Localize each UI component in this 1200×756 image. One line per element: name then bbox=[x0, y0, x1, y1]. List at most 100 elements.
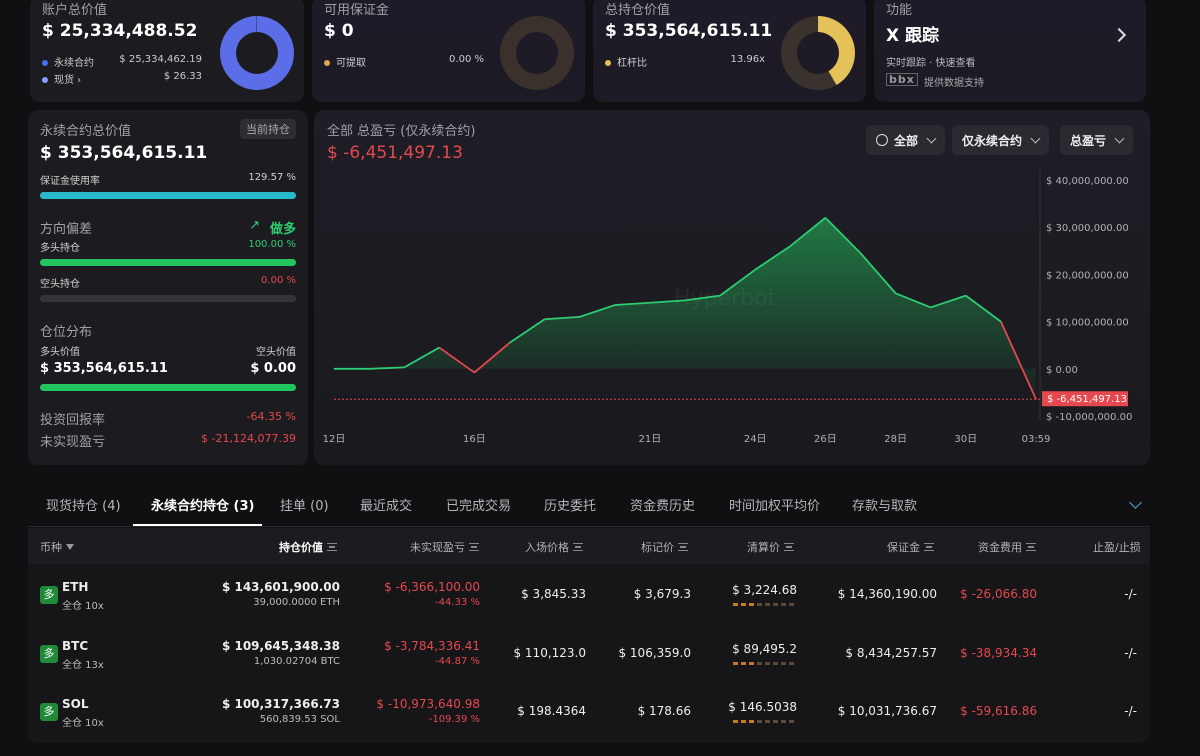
pnl-line-segment bbox=[824, 217, 862, 254]
pnl-line-segment bbox=[930, 294, 967, 309]
col-funding[interactable]: 资金费用 bbox=[978, 539, 1036, 555]
pnl-line-segment bbox=[438, 346, 475, 374]
y-tick-label: $ 0.00 bbox=[1046, 365, 1078, 376]
col-coin[interactable]: 币种 bbox=[40, 539, 74, 555]
tab-funding-history[interactable]: 资金费历史 bbox=[630, 499, 696, 514]
direction-bias-label: 方向偏差 bbox=[40, 222, 93, 237]
pnl-line-segment bbox=[1000, 321, 1037, 400]
sort-icon bbox=[924, 543, 934, 551]
margin-mode: 全仓 10x bbox=[62, 601, 104, 612]
account-value: $ 25,334,488.52 bbox=[42, 21, 198, 41]
position-qty: 1,030.02704 BTC bbox=[253, 656, 340, 667]
unrealized-pnl-label: 未实现盈亏 bbox=[40, 435, 106, 450]
contract-filter-dropdown[interactable]: 仅永续合约 bbox=[952, 125, 1050, 155]
tab-perp-holdings[interactable]: 永续合约持仓 (3) bbox=[151, 499, 255, 514]
positions-table bbox=[28, 528, 1150, 743]
tab-deposits-withdrawals[interactable]: 存款与取款 bbox=[852, 499, 918, 514]
long-position-value: 100.00 % bbox=[248, 239, 296, 250]
margin-usage-label: 保证金使用率 bbox=[40, 176, 100, 187]
account-value-card: 账户总价值 $ 25,334,488.52 永续合约 $ 25,334,462.… bbox=[30, 0, 304, 102]
perp-total-label: 永续合约总价值 bbox=[40, 124, 132, 139]
tab-open-orders[interactable]: 挂单 (0) bbox=[280, 499, 329, 514]
account-donut-chart bbox=[220, 16, 294, 90]
perp-total-value: $ 353,564,615.11 bbox=[40, 143, 208, 163]
sort-icon bbox=[327, 543, 337, 551]
current-position-badge[interactable]: 当前持仓 bbox=[240, 119, 296, 139]
tab-twap[interactable]: 时间加权平均价 bbox=[729, 499, 821, 514]
y-tick-label: $ 40,000,000.00 bbox=[1046, 176, 1129, 187]
col-unrealized-pnl[interactable]: 未实现盈亏 bbox=[410, 539, 479, 555]
x-tracking-card[interactable]: 功能 X 跟踪 实时跟踪 · 快速查看 bbx 提供数据支持 bbox=[874, 0, 1146, 102]
short-value: $ 0.00 bbox=[250, 361, 296, 376]
coin-symbol[interactable]: ETH bbox=[62, 580, 89, 594]
unrealized-pnl-value: $ -21,124,077.39 bbox=[201, 432, 296, 445]
sort-icon bbox=[1026, 543, 1036, 551]
tab-completed-trades[interactable]: 已完成交易 bbox=[446, 499, 512, 514]
col-mark-price[interactable]: 标记价 bbox=[641, 539, 688, 555]
margin-usage-value: 129.57 % bbox=[248, 172, 296, 183]
pnl-point bbox=[544, 318, 546, 320]
pnl-point bbox=[965, 295, 967, 297]
col-margin[interactable]: 保证金 bbox=[887, 539, 934, 555]
pnl-area-chart: Hyperbot $ 40,000,000.00$ 30,000,000.00$… bbox=[323, 170, 1132, 445]
tab-order-history[interactable]: 历史委托 bbox=[544, 499, 597, 514]
feature-label: 功能 bbox=[886, 3, 913, 18]
distribution-bar bbox=[40, 384, 296, 391]
liquidation-price: $ 3,224.68 bbox=[732, 583, 797, 597]
col-liq-price[interactable]: 清算价 bbox=[747, 539, 794, 555]
tpsl-value[interactable]: -/- bbox=[1124, 704, 1137, 718]
position-distribution-label: 仓位分布 bbox=[40, 325, 93, 340]
tpsl-value[interactable]: -/- bbox=[1124, 587, 1137, 601]
chevron-right-icon[interactable] bbox=[1111, 27, 1127, 43]
margin-amount: $ 10,031,736.67 bbox=[837, 704, 937, 718]
long-value-label: 多头价值 bbox=[40, 347, 80, 358]
tab-recent-trades[interactable]: 最近成交 bbox=[360, 499, 413, 514]
pnl-point bbox=[333, 368, 335, 370]
pnl-line-segment bbox=[579, 304, 616, 318]
available-margin-label: 可用保证金 bbox=[324, 3, 390, 18]
provider-text: 提供数据支持 bbox=[924, 78, 984, 89]
col-position-value[interactable]: 持仓价值 bbox=[279, 539, 337, 555]
perp-summary-panel: 永续合约总价值 当前持仓 $ 353,564,615.11 保证金使用率 129… bbox=[28, 110, 308, 465]
roi-label: 投资回报率 bbox=[40, 413, 106, 428]
short-position-value: 0.00 % bbox=[261, 275, 296, 286]
liquidation-risk-bar bbox=[733, 662, 794, 665]
y-tick-label: $ -10,000,000.00 bbox=[1046, 412, 1132, 423]
trend-up-icon: ↗ bbox=[249, 218, 260, 233]
roi-value: -64.35 % bbox=[246, 410, 296, 423]
coin-symbol[interactable]: SOL bbox=[62, 697, 89, 711]
last-value-label: $ -6,451,497.13 bbox=[1047, 394, 1127, 405]
tpsl-value[interactable]: -/- bbox=[1124, 646, 1137, 660]
pnl-line-segment bbox=[789, 217, 826, 247]
position-value: $ 143,601,900.00 bbox=[221, 580, 340, 594]
position-value: $ 109,645,348.38 bbox=[221, 639, 340, 653]
unrealized-pnl-pct: -44.87 % bbox=[435, 656, 480, 667]
account-row-spot[interactable]: 现货 › $ 26.33 bbox=[42, 71, 202, 86]
unrealized-pnl: $ -3,784,336.41 bbox=[384, 639, 480, 653]
direction-bias-value: 做多 bbox=[269, 222, 296, 237]
x-tick-label: 21日 bbox=[639, 434, 662, 445]
col-entry-price[interactable]: 入场价格 bbox=[525, 539, 583, 555]
metric-dropdown[interactable]: 总盈亏 bbox=[1060, 125, 1134, 155]
tab-spot-holdings[interactable]: 现货持仓 (4) bbox=[46, 499, 121, 514]
col-tpsl: 止盈/止损 bbox=[1093, 541, 1141, 554]
total-holdings-card: 总持仓价值 $ 353,564,615.11 杠杆比 13.96x bbox=[593, 0, 866, 102]
pnl-point bbox=[403, 366, 405, 368]
mark-price: $ 178.66 bbox=[637, 704, 691, 718]
short-value-label: 空头价值 bbox=[256, 347, 296, 358]
account-value-label: 账户总价值 bbox=[42, 3, 108, 18]
coin-symbol[interactable]: BTC bbox=[62, 639, 89, 653]
margin-usage-bar bbox=[40, 192, 296, 199]
pnl-point bbox=[754, 269, 756, 271]
position-qty: 39,000.0000 ETH bbox=[253, 597, 340, 608]
range-dropdown[interactable]: 全部 bbox=[866, 125, 946, 155]
pnl-point bbox=[649, 302, 651, 304]
pnl-point bbox=[930, 306, 932, 308]
short-position-label: 空头持仓 bbox=[40, 279, 80, 290]
leverage-row: 杠杆比 13.96x bbox=[605, 54, 765, 69]
x-tick-label: 24日 bbox=[744, 434, 767, 445]
entry-price: $ 198.4364 bbox=[517, 704, 586, 718]
provider-logo: bbx bbox=[886, 73, 918, 86]
pnl-line-segment bbox=[965, 294, 1002, 323]
long-value: $ 353,564,615.11 bbox=[40, 361, 168, 376]
